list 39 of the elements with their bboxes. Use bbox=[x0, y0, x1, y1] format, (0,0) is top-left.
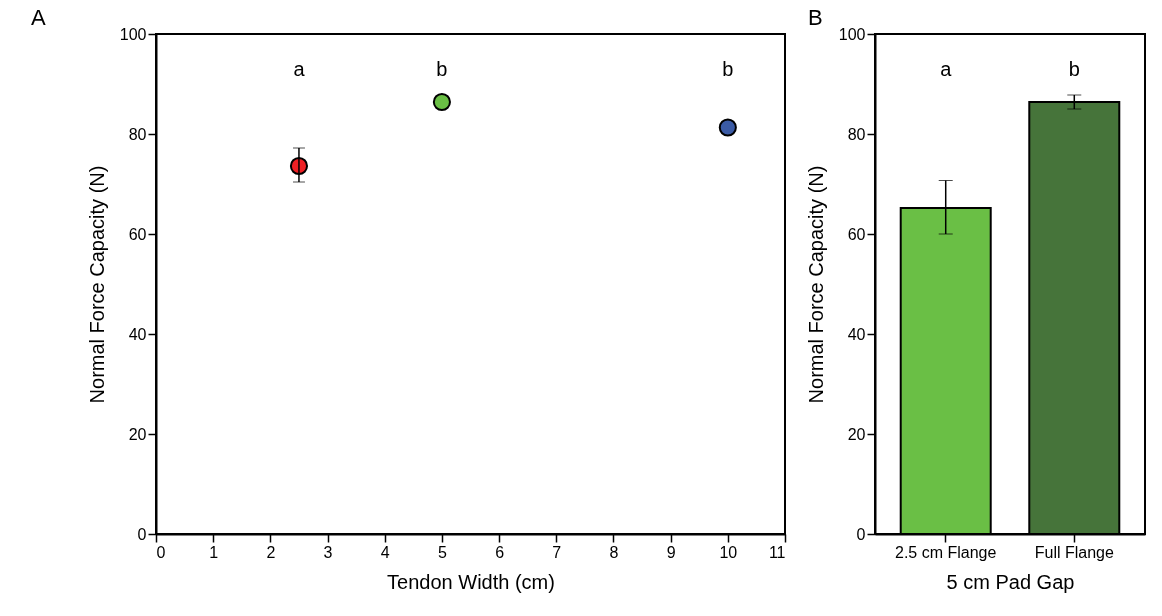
y-tick-label: 40 bbox=[847, 325, 866, 343]
y-tick-label: 20 bbox=[128, 425, 147, 443]
y-tick-label: 40 bbox=[128, 325, 147, 343]
x-tick-label: 0 bbox=[156, 543, 166, 561]
y-tick-label: 80 bbox=[847, 125, 866, 143]
annotation: b bbox=[1068, 58, 1080, 80]
annotation: a bbox=[293, 58, 306, 80]
x-axis-title: 5 cm Pad Gap bbox=[946, 570, 1075, 593]
y-tick-label: 20 bbox=[847, 425, 866, 443]
y-tick-label: 60 bbox=[847, 225, 866, 243]
y-tick-label: 100 bbox=[838, 25, 866, 43]
chart-title: A bbox=[31, 5, 46, 30]
annotation: a bbox=[940, 58, 953, 80]
y-tick-label: 80 bbox=[128, 125, 147, 143]
x-tick-label: 11 bbox=[768, 543, 786, 561]
x-tick-label: 8 bbox=[609, 543, 619, 561]
y-axis-title: Normal Force Capacity (N) bbox=[804, 165, 827, 404]
y-axis-title: Normal Force Capacity (N) bbox=[85, 165, 108, 404]
x-tick-label: 2.5 cm Flange bbox=[895, 543, 997, 561]
x-tick-label: 2 bbox=[266, 543, 276, 561]
x-tick-label: 3 bbox=[323, 543, 333, 561]
y-tick-label: 0 bbox=[856, 525, 866, 543]
annotation: b bbox=[436, 58, 448, 80]
annotation: b bbox=[722, 58, 734, 80]
x-tick-label: 1 bbox=[209, 543, 219, 561]
chart-title: B bbox=[808, 5, 823, 30]
x-tick-label: 7 bbox=[552, 543, 562, 561]
x-tick-label: Full Flange bbox=[1034, 543, 1114, 561]
y-tick-label: 60 bbox=[128, 225, 147, 243]
point bbox=[432, 92, 451, 112]
y-tick-label: 100 bbox=[119, 25, 147, 43]
point bbox=[718, 118, 737, 137]
x-tick-label: 4 bbox=[380, 543, 390, 561]
x-tick-label: 5 bbox=[437, 543, 447, 561]
x-tick-label: 6 bbox=[495, 543, 505, 561]
x-tick-label: 10 bbox=[719, 543, 738, 561]
x-axis-title: Tendon Width (cm) bbox=[387, 570, 555, 593]
y-tick-label: 0 bbox=[137, 525, 147, 543]
x-tick-label: 9 bbox=[666, 543, 676, 561]
